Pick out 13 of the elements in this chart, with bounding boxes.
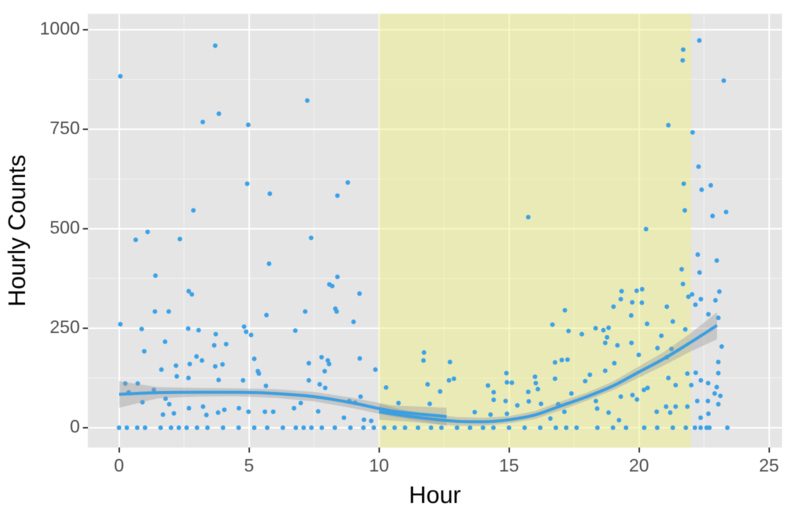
x-tick-label: 10 xyxy=(369,455,390,476)
y-tick-label: 250 xyxy=(50,317,80,338)
y-tick-label: 0 xyxy=(70,416,80,437)
x-tick-label: 0 xyxy=(114,455,124,476)
x-axis-title: Hour xyxy=(408,482,461,510)
y-tick-label: 500 xyxy=(50,218,80,238)
y-tick-label: 750 xyxy=(50,118,80,138)
x-tick-label: 25 xyxy=(758,455,780,476)
y-tick-label: 1000 xyxy=(40,18,80,39)
x-tick-label: 15 xyxy=(499,455,520,476)
x-tick-label: 20 xyxy=(628,455,650,476)
y-axis-title: Hourly Counts xyxy=(4,154,32,307)
x-tick-label: 5 xyxy=(244,455,254,476)
